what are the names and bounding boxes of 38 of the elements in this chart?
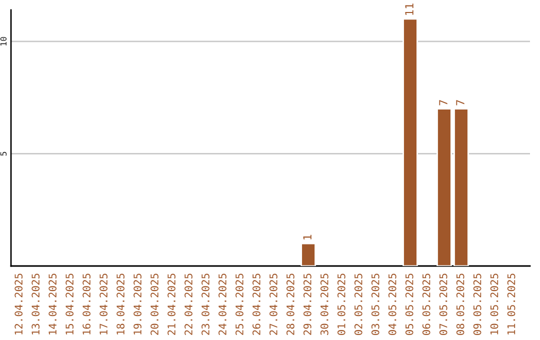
x-tick-label: 20.04.2025 (150, 274, 158, 335)
x-tick-label: 29.04.2025 (303, 274, 312, 335)
data-label: 1 (303, 234, 312, 240)
x-tick-label: 11.05.2025 (507, 274, 516, 334)
x-tick-label: 12.04.2025 (14, 274, 23, 334)
x-tick-label: 25.04.2025 (236, 274, 244, 335)
x-tick-label: 14.04.2025 (48, 274, 57, 334)
x-tick-label: 24.04.2025 (218, 274, 226, 335)
x-tick-label: 21.04.2025 (168, 274, 176, 335)
data-label: 11 (405, 4, 414, 15)
x-tick-label: 18.04.2025 (116, 274, 124, 334)
x-tick-label: 08.05.2025 (456, 274, 464, 335)
x-tick-label: 13.04.2025 (32, 274, 40, 334)
x-tick-label: 06.05.2025 (422, 274, 430, 335)
data-label: 7 (456, 100, 464, 106)
x-tick-label: 16.04.2025 (82, 274, 90, 334)
x-tick-label: 17.04.2025 (100, 274, 108, 334)
x-tick-label: 02.05.2025 (354, 274, 362, 335)
x-tick-label: 19.04.2025 (134, 274, 142, 334)
x-tick-label: 04.05.2025 (388, 274, 396, 335)
bar (402, 18, 418, 266)
y-tick-label: 10 (0, 36, 7, 46)
x-tick-label: 26.04.2025 (252, 274, 260, 335)
y-tick-label: 5 (0, 152, 7, 156)
x-tick-label: 22.04.2025 (184, 274, 192, 335)
x-tick-label: 10.05.2025 (490, 274, 498, 334)
x-tick-label: 03.05.2025 (371, 274, 380, 335)
x-tick-label: 05.05.2025 (405, 274, 414, 335)
x-tick-label: 28.04.2025 (286, 274, 294, 335)
x-tick-label: 27.04.2025 (269, 274, 278, 335)
x-tick-label: 15.04.2025 (66, 274, 74, 334)
x-tick-label: 30.04.2025 (320, 274, 328, 335)
x-tick-label: 07.05.2025 (439, 274, 448, 335)
x-tick-label: 09.05.2025 (473, 274, 482, 335)
x-tick-label: 01.05.2025 (337, 274, 346, 335)
bar (300, 242, 316, 266)
data-label: 7 (439, 100, 448, 106)
x-tick-label: 23.04.2025 (202, 274, 210, 335)
